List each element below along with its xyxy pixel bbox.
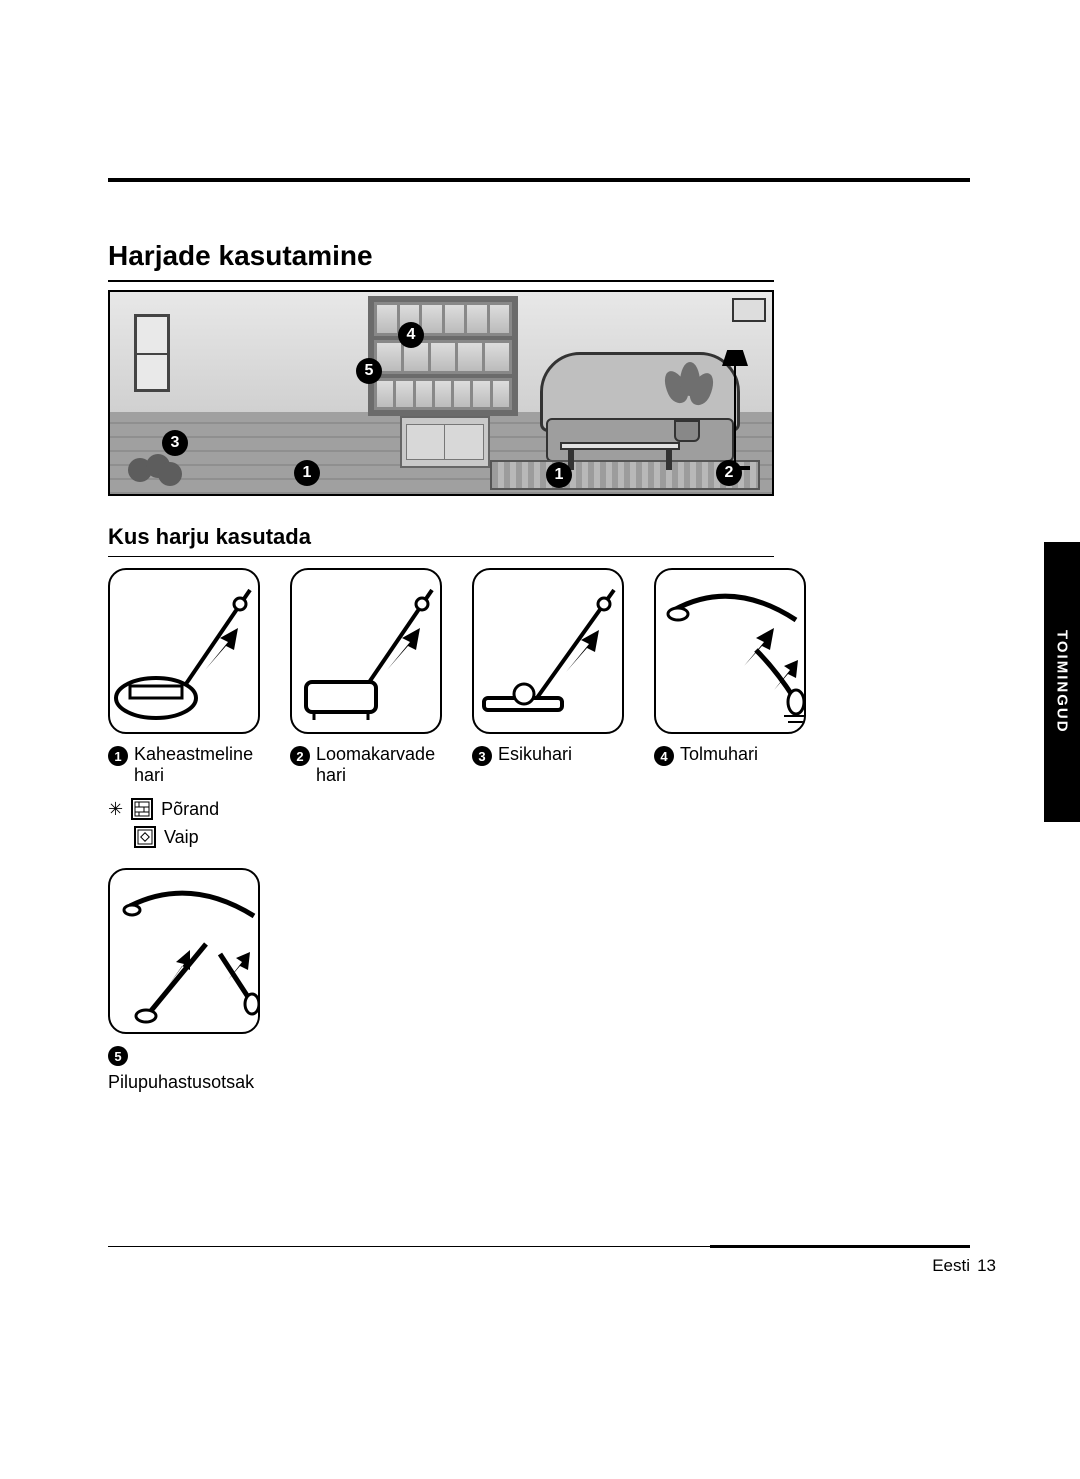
plant-illustration — [662, 362, 712, 442]
diagram-pin-3: 3 — [162, 430, 188, 456]
top-rule — [108, 178, 970, 182]
window-illustration — [134, 314, 170, 392]
diagram-pin-2: 2 — [716, 460, 742, 486]
diagram-pin-1b: 1 — [546, 462, 572, 488]
footer-rule — [108, 1246, 970, 1247]
brush-thumb-2 — [290, 568, 442, 734]
page-title: Harjade kasutamine — [108, 240, 373, 272]
badge-1: 1 — [108, 746, 128, 766]
brush-name-2: Loomakarvade hari — [316, 744, 460, 786]
brush-thumb-5 — [108, 868, 260, 1034]
room-diagram: 4 5 3 1 1 2 — [108, 290, 774, 496]
floor-icon — [131, 798, 153, 820]
carpet-icon — [134, 826, 156, 848]
brush-thumb-3 — [472, 568, 624, 734]
brush-label-5: 5 Pilupuhastusotsak — [108, 1044, 308, 1093]
badge-4: 4 — [654, 746, 674, 766]
cabinet-illustration — [400, 416, 490, 468]
brush-name-4: Tolmuhari — [680, 744, 758, 765]
manual-page: Harjade kasutamine 4 5 3 1 — [0, 0, 1080, 1479]
footer-language: Eesti — [932, 1256, 970, 1276]
lamp-illustration — [726, 350, 744, 470]
brush-label-1: 1 Kaheastmeline hari — [108, 744, 278, 786]
brush-label-3: 3 Esikuhari — [472, 744, 642, 766]
brush-name-1: Kaheastmeline hari — [134, 744, 278, 786]
brush-name-3: Esikuhari — [498, 744, 572, 765]
diagram-pin-1a: 1 — [294, 460, 320, 486]
brush-label-4: 4 Tolmuhari — [654, 744, 824, 766]
diagram-pin-5: 5 — [356, 358, 382, 384]
brush-name-5: Pilupuhastusotsak — [108, 1072, 254, 1093]
picture-frame-illustration — [732, 298, 766, 322]
asterisk-icon: ✳ — [108, 799, 123, 820]
surface-carpet-label: Vaip — [164, 827, 199, 848]
badge-2: 2 — [290, 746, 310, 766]
section-subtitle: Kus harju kasutada — [108, 524, 311, 550]
brush-thumb-1 — [108, 568, 260, 734]
footer-page-number: 13 — [977, 1256, 996, 1276]
coffee-table-illustration — [560, 442, 680, 472]
badge-3: 3 — [472, 746, 492, 766]
brush-label-2: 2 Loomakarvade hari — [290, 744, 460, 786]
surface-floor-label: Põrand — [161, 799, 219, 820]
section-tab-label: TOIMINGUD — [1054, 630, 1071, 734]
bookshelf-illustration — [368, 296, 518, 416]
surface-list: ✳ Põrand Vaip — [108, 798, 219, 854]
brush-thumb-4 — [654, 568, 806, 734]
diagram-pin-4: 4 — [398, 322, 424, 348]
title-underline — [108, 280, 774, 282]
slippers-illustration — [128, 454, 182, 482]
section-tab: TOIMINGUD — [1044, 542, 1080, 822]
badge-5: 5 — [108, 1046, 128, 1066]
subtitle-underline — [108, 556, 774, 557]
